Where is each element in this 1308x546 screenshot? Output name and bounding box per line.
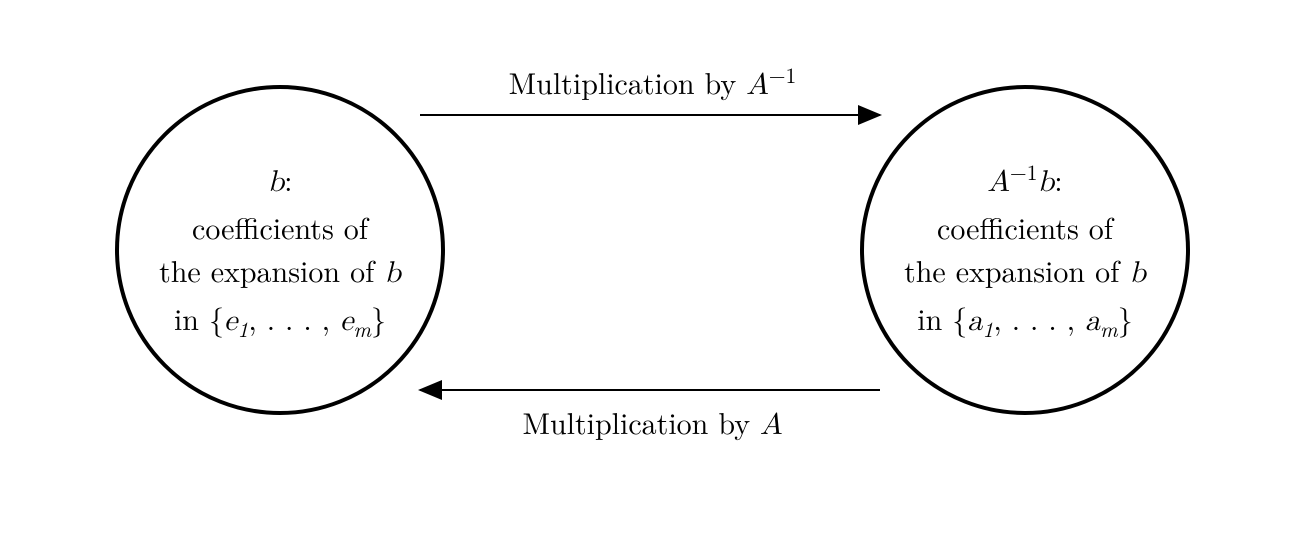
node-left-line1: coefficients of: [192, 205, 368, 249]
node-left-basis-first-sub: 1: [237, 314, 248, 344]
node-left-line2-prefix: the expansion of: [159, 248, 384, 291]
label-top-var: A: [746, 70, 769, 100]
node-right: A−1b: coefficients of the expansion of b…: [860, 85, 1190, 415]
node-left-title-var: b: [267, 167, 284, 197]
node-right-dots: , . . . ,: [993, 296, 1085, 339]
node-left-line2: the expansion of b: [159, 248, 401, 296]
node-right-title-A: A: [987, 167, 1010, 197]
node-right-line3: in {a1, . . . , am}: [917, 296, 1132, 344]
node-right-basis-first-sub: 1: [982, 314, 993, 344]
node-right-line1: coefficients of: [937, 205, 1113, 249]
node-right-title-colon: :: [1054, 157, 1062, 200]
node-right-line2-prefix: the expansion of: [904, 248, 1129, 291]
node-left-basis-last-sub: m: [353, 314, 371, 344]
node-left-dots: , . . . ,: [248, 296, 340, 339]
label-top-prefix: Multiplication by: [509, 60, 747, 103]
label-bottom-var: A: [760, 410, 783, 440]
node-right-line2: the expansion of b: [904, 248, 1146, 296]
node-left-line3-prefix: in {: [174, 296, 224, 339]
node-right-line3-prefix: in {: [917, 296, 967, 339]
node-left-line3: in {e1, . . . , em}: [174, 296, 386, 344]
node-right-title: A−1b:: [987, 157, 1062, 205]
node-right-line3-suffix: }: [1118, 296, 1133, 339]
node-right-line2-var: b: [1129, 258, 1146, 288]
node-left-title: b:: [267, 157, 292, 205]
node-left-basis-last: e: [340, 306, 353, 336]
edge-label-bottom: Multiplication by A: [430, 400, 875, 443]
node-left: b: coefficients of the expansion of b in…: [115, 85, 445, 415]
node-left-basis-first: e: [224, 306, 237, 336]
node-right-basis-last-sub: m: [1100, 314, 1118, 344]
node-right-title-b: b: [1038, 167, 1055, 197]
basis-change-diagram: Multiplication by A−1 Multiplication by …: [0, 0, 1308, 546]
node-left-line3-suffix: }: [371, 296, 386, 339]
label-bottom-prefix: Multiplication by: [522, 400, 760, 443]
node-left-title-colon: :: [284, 157, 292, 200]
node-right-title-sup: −1: [1010, 157, 1038, 187]
node-right-basis-first: a: [967, 306, 982, 336]
node-right-basis-last: a: [1085, 306, 1100, 336]
edge-label-top: Multiplication by A−1: [430, 60, 875, 103]
node-left-line2-var: b: [384, 258, 401, 288]
label-top-sup: −1: [769, 60, 797, 90]
